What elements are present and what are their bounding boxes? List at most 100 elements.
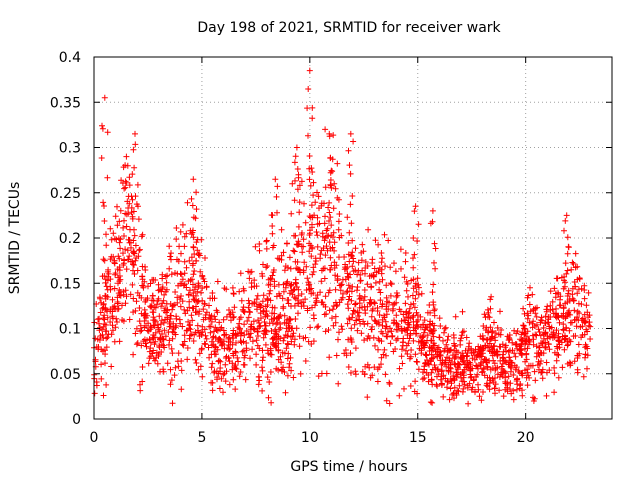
data-point xyxy=(253,351,260,358)
data-point xyxy=(190,290,197,296)
data-point xyxy=(459,329,466,336)
data-point xyxy=(300,335,307,342)
data-point xyxy=(486,374,493,381)
data-point xyxy=(179,221,186,228)
data-point xyxy=(100,323,107,330)
data-point xyxy=(480,389,486,395)
data-point xyxy=(123,223,130,230)
data-point xyxy=(247,355,253,362)
data-point xyxy=(284,278,291,285)
data-point xyxy=(272,330,279,337)
data-point xyxy=(101,203,107,209)
data-point xyxy=(332,299,339,306)
data-point xyxy=(389,307,396,314)
data-point xyxy=(137,322,144,329)
data-point xyxy=(345,364,352,370)
data-point xyxy=(103,344,110,351)
data-point xyxy=(451,360,458,367)
data-point xyxy=(292,276,299,283)
data-point xyxy=(321,275,328,282)
y-tick-label: 0.1 xyxy=(59,322,81,338)
data-point xyxy=(260,261,266,268)
data-point xyxy=(237,270,244,277)
data-point xyxy=(413,322,420,329)
data-point xyxy=(411,304,418,311)
data-point xyxy=(200,306,207,313)
data-point xyxy=(171,329,178,336)
data-point xyxy=(157,321,164,328)
data-point xyxy=(302,219,309,226)
data-point xyxy=(107,276,114,283)
data-point xyxy=(236,373,243,380)
data-point xyxy=(380,351,387,358)
data-point xyxy=(487,305,494,312)
data-point xyxy=(96,337,103,343)
data-point xyxy=(265,282,272,288)
data-point xyxy=(131,271,138,277)
data-point xyxy=(412,280,419,287)
data-point xyxy=(189,276,195,283)
data-point xyxy=(191,251,198,257)
data-point xyxy=(286,317,293,324)
data-point xyxy=(348,297,355,304)
data-point xyxy=(364,320,371,327)
data-point xyxy=(122,300,129,307)
data-point xyxy=(574,308,581,315)
data-point xyxy=(567,319,574,326)
data-point xyxy=(213,307,220,314)
data-point xyxy=(581,282,588,289)
data-point xyxy=(505,373,512,380)
data-point xyxy=(138,294,145,301)
data-point xyxy=(450,332,457,338)
data-point xyxy=(104,129,111,136)
data-point xyxy=(405,314,412,321)
data-point xyxy=(306,240,313,247)
data-point xyxy=(241,321,248,328)
data-point xyxy=(173,225,180,231)
data-point xyxy=(327,266,334,273)
data-point xyxy=(121,233,127,239)
data-point xyxy=(387,340,394,347)
data-point xyxy=(314,189,320,196)
data-point xyxy=(468,373,475,380)
data-point xyxy=(428,376,435,383)
data-point xyxy=(533,313,540,320)
data-point xyxy=(174,294,181,301)
x-axis-label: GPS time / hours xyxy=(290,459,407,475)
data-point xyxy=(361,321,368,328)
data-point xyxy=(347,271,354,278)
data-point xyxy=(540,331,547,338)
chart-title: Day 198 of 2021, SRMTID for receiver war… xyxy=(197,20,501,36)
data-point xyxy=(181,338,188,345)
data-point xyxy=(496,343,503,350)
data-point xyxy=(574,352,581,359)
data-point xyxy=(310,192,317,199)
data-point xyxy=(101,257,108,264)
data-point xyxy=(306,286,313,293)
data-point xyxy=(530,318,537,325)
data-point xyxy=(119,302,125,309)
data-point xyxy=(566,297,573,304)
data-point xyxy=(117,245,124,252)
data-point xyxy=(247,334,254,341)
data-point xyxy=(492,365,499,372)
data-point xyxy=(202,312,209,318)
data-point xyxy=(352,267,359,274)
data-point xyxy=(269,230,276,237)
data-point xyxy=(211,313,218,320)
data-point xyxy=(429,289,436,296)
data-point xyxy=(446,396,453,403)
data-point xyxy=(447,364,454,371)
data-point xyxy=(107,319,114,325)
data-point xyxy=(362,363,369,370)
data-point xyxy=(579,332,586,338)
data-point xyxy=(302,296,309,303)
data-point xyxy=(442,375,449,382)
data-point xyxy=(364,281,371,288)
data-point xyxy=(262,322,269,329)
data-point xyxy=(126,253,133,260)
data-point xyxy=(217,358,224,365)
data-point xyxy=(193,257,199,264)
data-point xyxy=(550,331,557,338)
data-point xyxy=(268,399,275,406)
